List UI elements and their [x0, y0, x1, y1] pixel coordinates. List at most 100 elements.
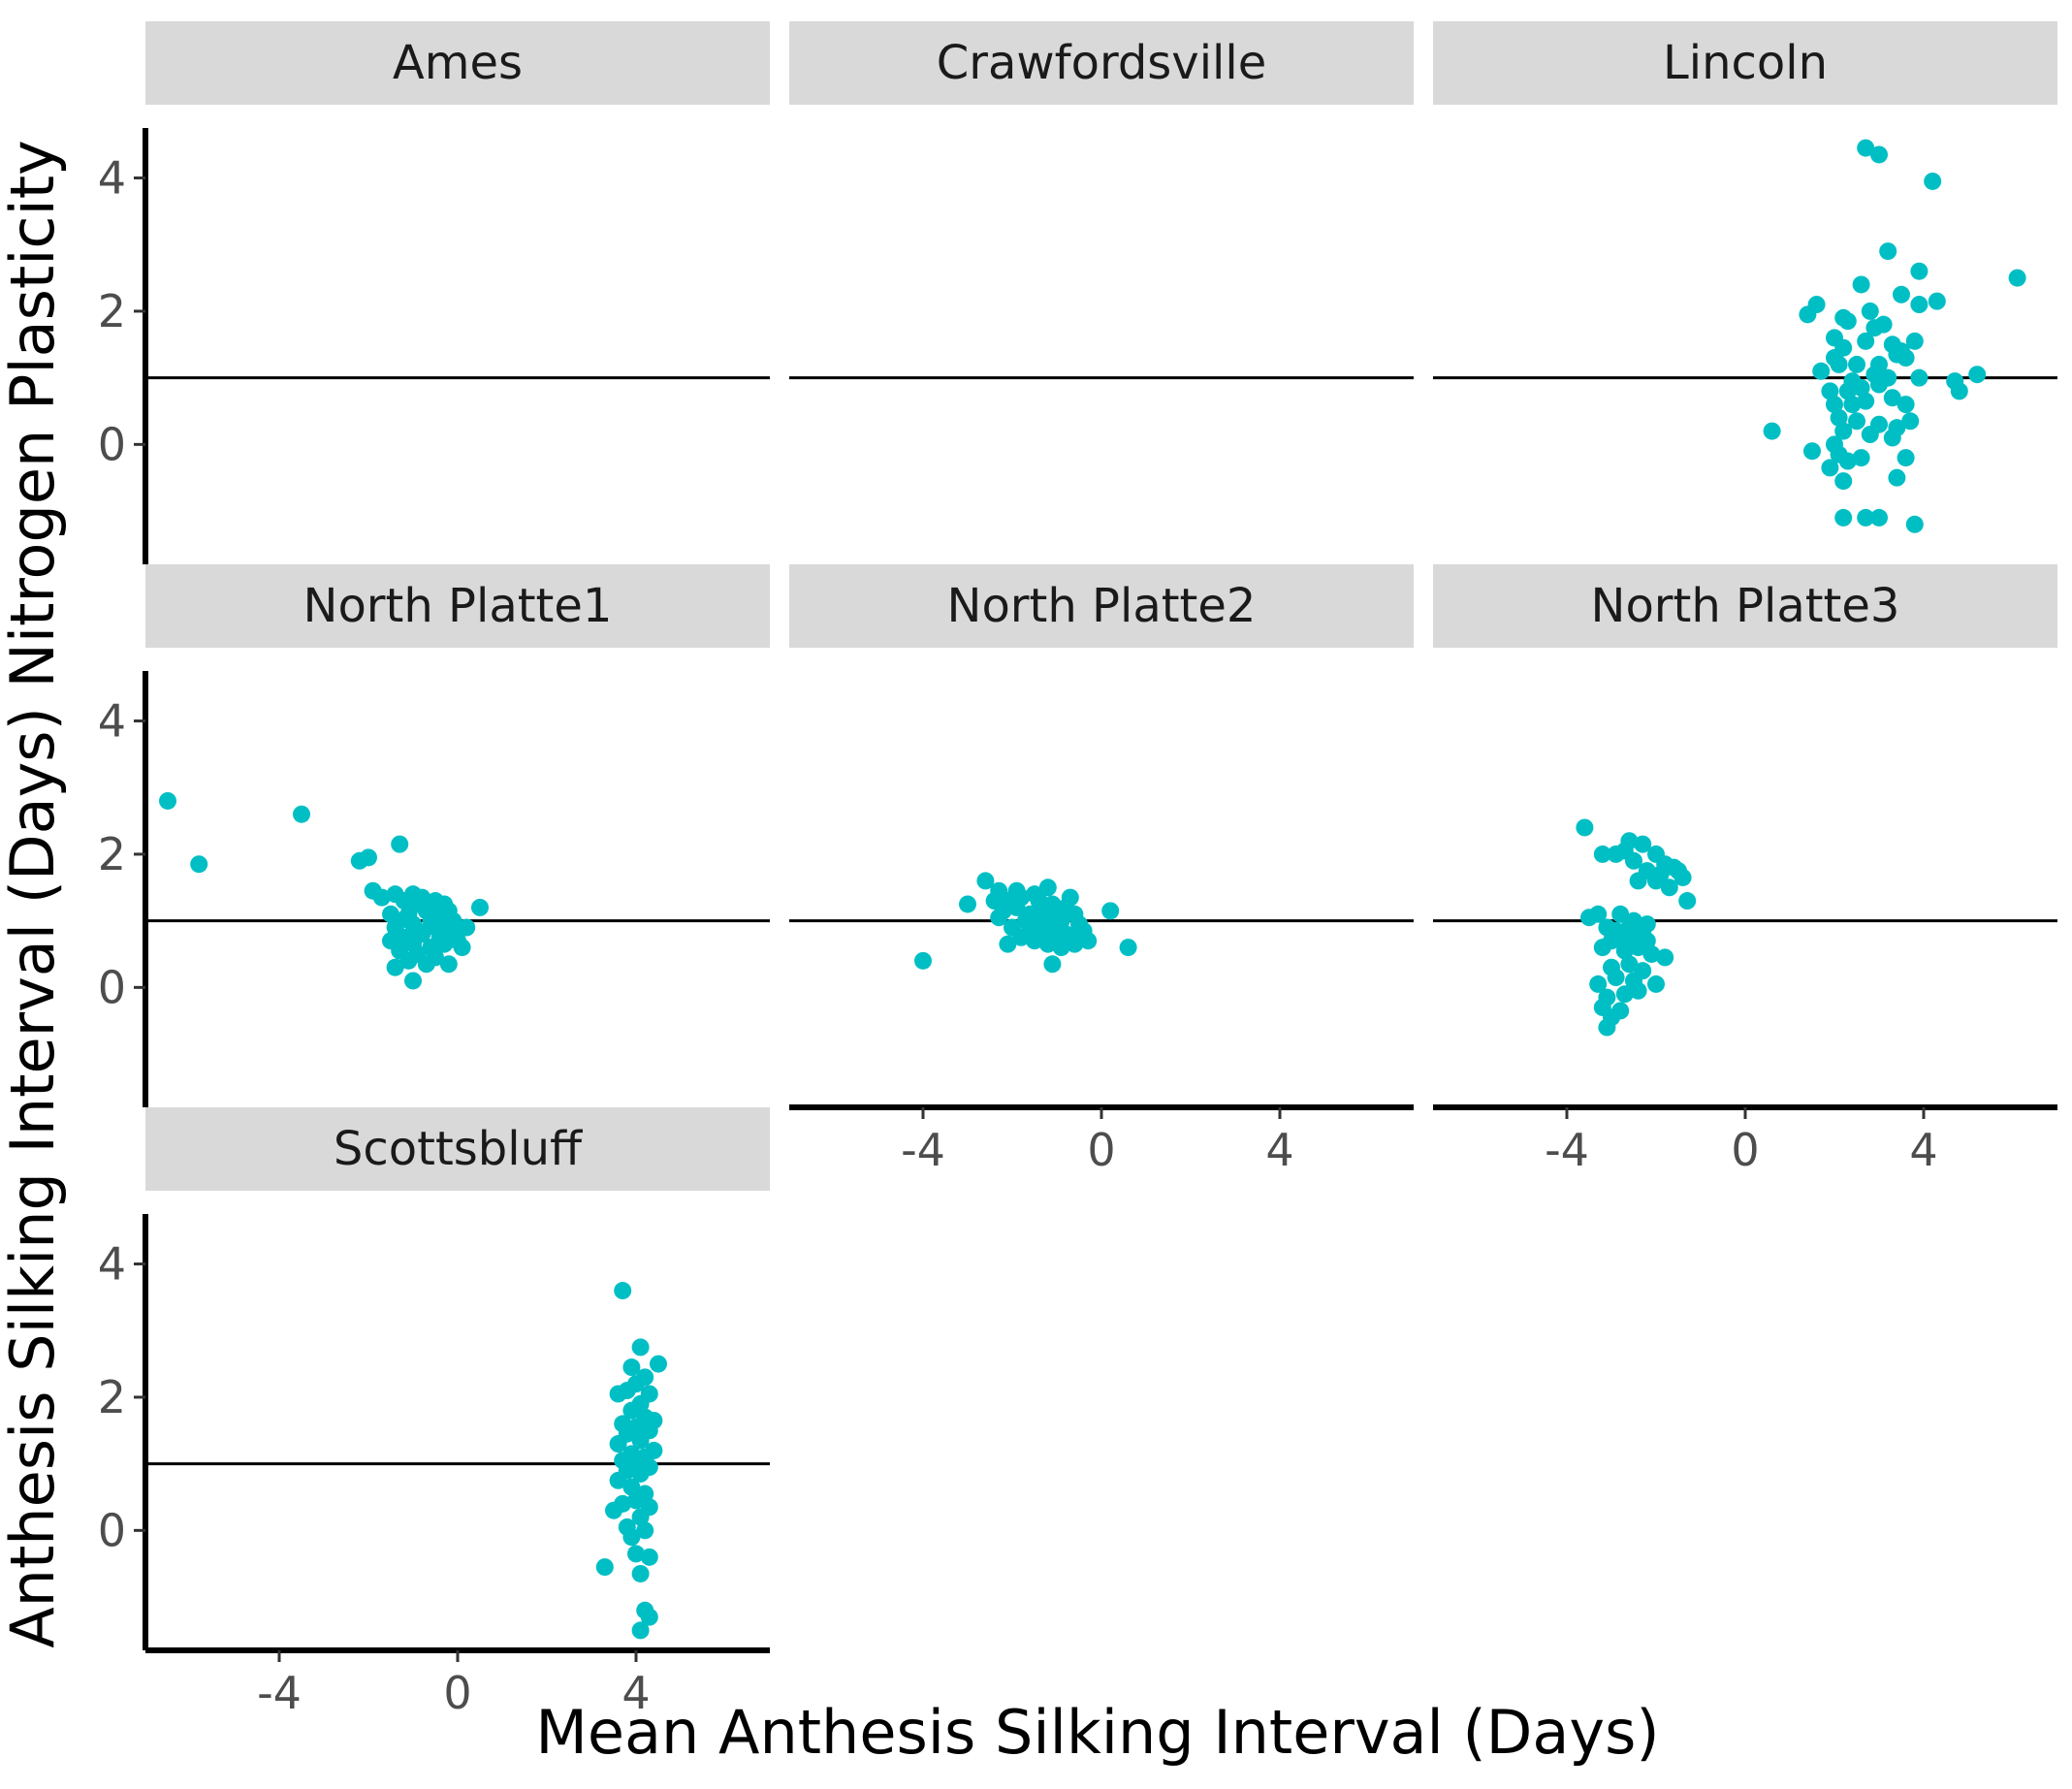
data-point-north-platte3-14: [1629, 872, 1647, 890]
data-point-north-platte3-20: [1611, 905, 1630, 923]
data-point-north-platte1-40: [435, 935, 454, 953]
data-point-lincoln-28: [1812, 362, 1831, 380]
data-point-lincoln-42: [1826, 396, 1843, 414]
data-point-north-platte1-46: [399, 951, 418, 970]
data-point-lincoln-11: [1893, 285, 1910, 303]
facet-strip-label-ames: Ames: [393, 36, 523, 90]
y-tick-label-ames-1: 2: [98, 285, 126, 337]
facet-strip-north-platte1: [145, 564, 770, 648]
data-point-north-platte2-38: [1079, 932, 1098, 950]
data-point-north-platte3-49: [1598, 1018, 1616, 1037]
x-tick-label-north-platte3-2: 4: [1909, 1124, 1937, 1176]
data-point-scottsbluff-34: [631, 1508, 650, 1526]
facet-strip-label-north-platte2: North Platte2: [947, 579, 1257, 633]
y-tick-label-scottsbluff-2: 4: [98, 1238, 126, 1291]
data-point-north-platte3-37: [1620, 955, 1639, 974]
y-tick-label-scottsbluff-1: 2: [98, 1371, 126, 1423]
data-point-north-platte3-10: [1625, 851, 1642, 870]
data-point-north-platte2-45: [1043, 955, 1062, 974]
data-point-lincoln-54: [1861, 426, 1879, 444]
data-point-lincoln-7: [1807, 296, 1826, 314]
data-point-lincoln-4: [1910, 262, 1929, 280]
data-point-north-platte2-2: [976, 872, 995, 890]
data-point-lincoln-64: [1834, 508, 1853, 527]
data-point-north-platte3-32: [1615, 942, 1634, 960]
data-point-north-platte1-5: [391, 835, 409, 853]
data-point-north-platte2-22: [990, 909, 1008, 927]
data-point-lincoln-27: [1888, 345, 1906, 364]
y-axis-title: Anthesis Silking Interval (Days) Nitroge…: [0, 140, 68, 1647]
data-point-scottsbluff-3: [622, 1358, 641, 1377]
data-point-north-platte3-31: [1593, 939, 1611, 957]
data-point-lincoln-25: [1857, 332, 1875, 350]
data-point-lincoln-9: [1852, 275, 1870, 294]
data-point-north-platte1-48: [439, 955, 458, 974]
data-point-north-platte3-0: [1576, 818, 1594, 837]
data-point-lincoln-60: [1852, 449, 1870, 467]
data-point-scottsbluff-40: [595, 1558, 614, 1577]
data-point-scottsbluff-30: [627, 1491, 645, 1510]
data-point-north-platte1-14: [395, 892, 413, 910]
data-point-north-platte3-17: [1678, 892, 1697, 910]
y-tick-label-north-platte1-1: 2: [98, 828, 126, 880]
data-point-scottsbluff-17: [631, 1431, 650, 1450]
data-point-scottsbluff-43: [640, 1608, 658, 1626]
facet-strip-label-north-platte1: North Platte1: [303, 579, 613, 633]
data-point-lincoln-61: [1821, 459, 1839, 477]
data-point-scottsbluff-2: [650, 1355, 667, 1373]
data-point-north-platte1-0: [159, 791, 176, 810]
data-point-lincoln-63: [1834, 472, 1853, 491]
data-point-lincoln-59: [1897, 449, 1915, 467]
data-point-lincoln-15: [1838, 312, 1857, 331]
data-point-north-platte2-34: [1012, 928, 1031, 946]
facet-strip-north-platte2: [789, 564, 1414, 648]
facet-strip-label-crawfordsville: Crawfordsville: [937, 36, 1267, 90]
data-point-lincoln-41: [1950, 382, 1968, 400]
data-point-lincoln-12: [1928, 292, 1946, 310]
data-point-north-platte1-45: [386, 958, 404, 976]
data-point-scottsbluff-44: [631, 1621, 650, 1640]
x-tick-label-north-platte2-1: 0: [1087, 1124, 1115, 1176]
data-point-north-platte1-28: [458, 918, 476, 937]
facet-strip-lincoln: [1433, 21, 2057, 105]
y-tick-label-ames-0: 0: [98, 418, 126, 470]
data-point-lincoln-67: [1905, 515, 1924, 533]
data-point-lincoln-21: [1905, 332, 1924, 350]
data-point-north-platte3-34: [1642, 944, 1661, 963]
data-point-north-platte1-13: [471, 898, 489, 916]
data-point-lincoln-1: [1870, 145, 1888, 164]
data-point-north-platte1-49: [404, 972, 422, 990]
data-point-lincoln-62: [1888, 468, 1906, 487]
data-point-scottsbluff-37: [622, 1528, 641, 1547]
x-tick-label-north-platte3-1: 0: [1731, 1124, 1759, 1176]
data-point-north-platte2-1: [959, 895, 976, 913]
data-point-north-platte3-16: [1660, 879, 1678, 897]
data-point-lincoln-45: [1897, 396, 1915, 414]
data-point-lincoln-47: [1848, 412, 1865, 431]
data-point-north-platte3-39: [1589, 974, 1608, 993]
data-point-lincoln-46: [1830, 408, 1848, 427]
facet-strip-label-lincoln: Lincoln: [1663, 36, 1828, 90]
data-point-lincoln-51: [1763, 422, 1781, 440]
data-point-lincoln-55: [1883, 429, 1901, 447]
data-point-lincoln-65: [1857, 508, 1875, 527]
data-point-scottsbluff-41: [631, 1564, 650, 1582]
x-tick-label-scottsbluff-2: 4: [622, 1667, 650, 1719]
data-point-north-platte3-44: [1615, 985, 1634, 1004]
data-point-scottsbluff-0: [614, 1282, 632, 1300]
data-point-north-platte1-2: [293, 805, 310, 823]
data-point-north-platte1-7: [372, 888, 391, 907]
data-point-north-platte3-33: [1629, 939, 1647, 957]
data-point-lincoln-43: [1843, 396, 1862, 414]
data-point-north-platte3-5: [1634, 835, 1652, 853]
data-point-lincoln-37: [1838, 382, 1857, 400]
x-tick-label-north-platte2-2: 4: [1265, 1124, 1293, 1176]
data-point-scottsbluff-39: [640, 1548, 658, 1566]
data-point-north-platte3-3: [1593, 845, 1611, 863]
data-point-scottsbluff-28: [622, 1478, 641, 1496]
data-point-scottsbluff-26: [631, 1464, 650, 1483]
data-point-north-platte3-13: [1674, 868, 1692, 886]
data-point-scottsbluff-33: [605, 1501, 622, 1519]
data-point-north-platte3-19: [1589, 905, 1608, 923]
data-point-north-platte2-43: [1066, 935, 1084, 953]
